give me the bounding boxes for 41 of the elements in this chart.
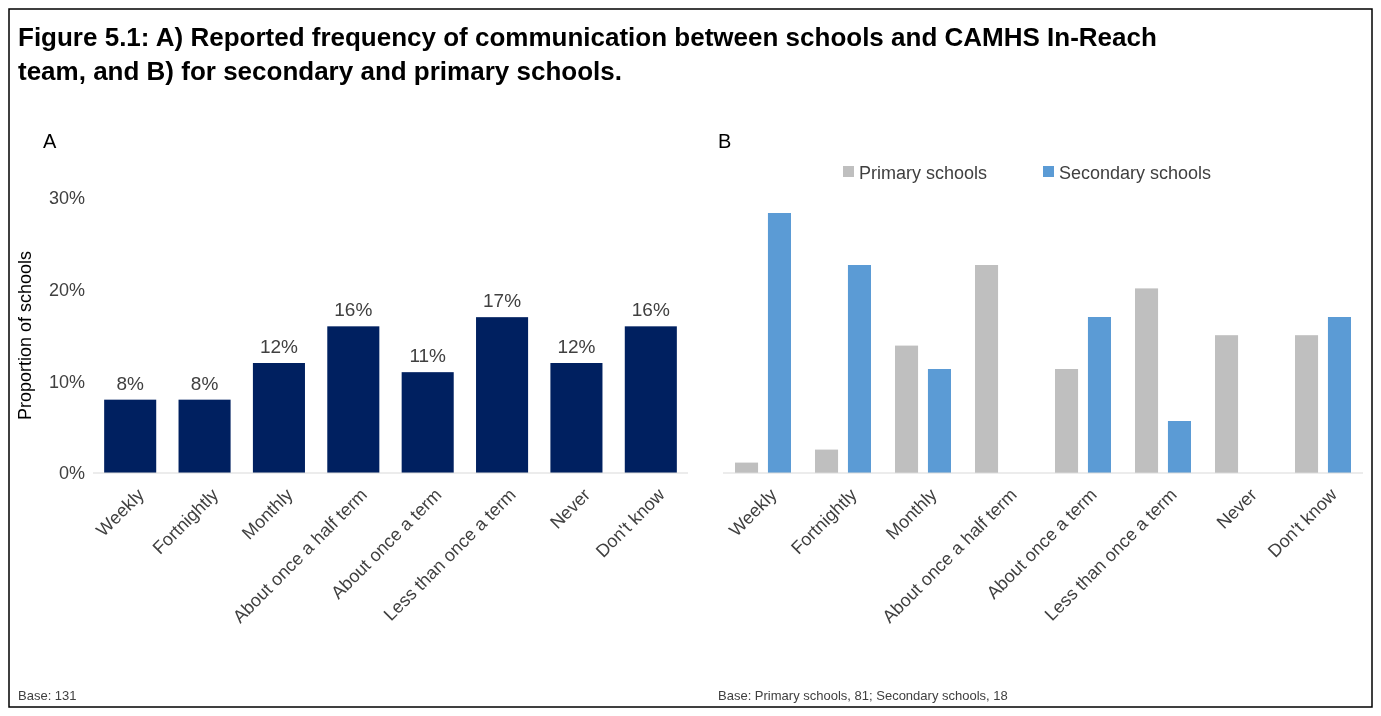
bar <box>327 326 380 473</box>
bar <box>847 265 871 473</box>
bar <box>927 369 951 473</box>
y-tick-label: 30% <box>48 188 85 209</box>
chart-subtitle: A <box>43 130 57 152</box>
data-label: 16% <box>631 299 670 321</box>
text: Base: 131 <box>18 688 77 703</box>
y-tick-label: 20% <box>48 279 85 300</box>
bar <box>476 317 529 473</box>
data-label: 16% <box>334 299 373 321</box>
bar <box>1167 421 1191 473</box>
bar <box>975 265 999 473</box>
bar <box>252 363 305 473</box>
data-label: 8% <box>116 372 145 394</box>
text: Base: Primary schools, 81; Secondary schools, 18 <box>718 688 1008 703</box>
bar <box>104 399 157 473</box>
bar <box>1055 369 1079 473</box>
bar <box>624 326 677 473</box>
bar <box>178 399 231 473</box>
data-label: 17% <box>483 290 522 312</box>
legend-label: Primary schools <box>859 163 988 184</box>
bar <box>767 213 791 473</box>
bar <box>895 345 919 473</box>
data-label: 11% <box>409 345 447 367</box>
y-tick-label: 0% <box>58 463 85 484</box>
data-label: 12% <box>259 336 299 357</box>
bar <box>1327 317 1351 473</box>
chart-title: Figure 5.1: A) Reported frequency of communication between schools and CAMHS In-Reach team, and B) for secondary and primary schools. <box>18 22 1157 86</box>
bar <box>1215 335 1239 473</box>
legend-label: Secondary schools <box>1059 163 1212 184</box>
bar <box>1295 335 1319 473</box>
bar <box>1087 317 1111 473</box>
bar <box>550 363 603 473</box>
y-axis-title: Proportion of schools <box>15 250 35 421</box>
data-label: 8% <box>190 372 219 394</box>
chart-subtitle: B <box>718 130 732 152</box>
bar <box>401 372 454 473</box>
data-label: 12% <box>557 336 596 357</box>
y-tick-label: 10% <box>48 371 85 392</box>
bar <box>815 449 839 473</box>
bar <box>1135 288 1159 473</box>
